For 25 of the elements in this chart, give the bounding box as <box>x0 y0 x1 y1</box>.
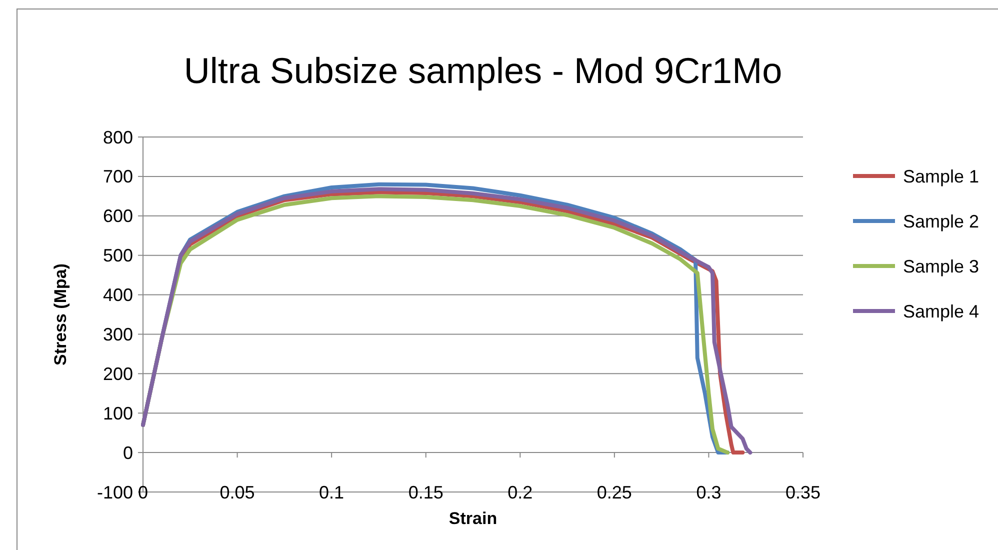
y-tick-label: 800 <box>102 127 133 148</box>
y-tick-label: 0 <box>122 442 133 463</box>
x-tick-label: 0.35 <box>785 482 821 502</box>
y-tick-label: 100 <box>102 403 133 424</box>
legend-label: Sample 1 <box>903 166 980 186</box>
x-axis-title: Strain <box>448 509 498 528</box>
x-tick-label: 0.1 <box>319 482 344 502</box>
y-axis-title: Stress (Mpa) <box>51 263 70 366</box>
chart-title: Ultra Subsize samples - Mod 9Cr1Mo <box>184 50 782 91</box>
y-tick-label: -100 <box>96 482 133 502</box>
x-tick-label: 0.15 <box>408 482 444 502</box>
y-tick-label: 400 <box>102 285 133 306</box>
x-tick-label: 0.05 <box>220 482 255 502</box>
y-tick-label: 600 <box>102 206 133 226</box>
legend-label: Sample 3 <box>903 256 980 276</box>
legend-label: Sample 4 <box>903 301 980 322</box>
legend-label: Sample 2 <box>903 211 980 232</box>
x-tick-label: 0.3 <box>696 482 722 502</box>
x-tick-label: 0.25 <box>596 482 632 502</box>
y-tick-label: 500 <box>102 246 133 266</box>
y-tick-label: 300 <box>102 324 133 345</box>
y-tick-label: 700 <box>102 166 133 187</box>
x-tick-label: 0.2 <box>508 482 533 502</box>
y-tick-label: 200 <box>102 364 133 384</box>
x-tick-label: 0 <box>138 482 148 502</box>
